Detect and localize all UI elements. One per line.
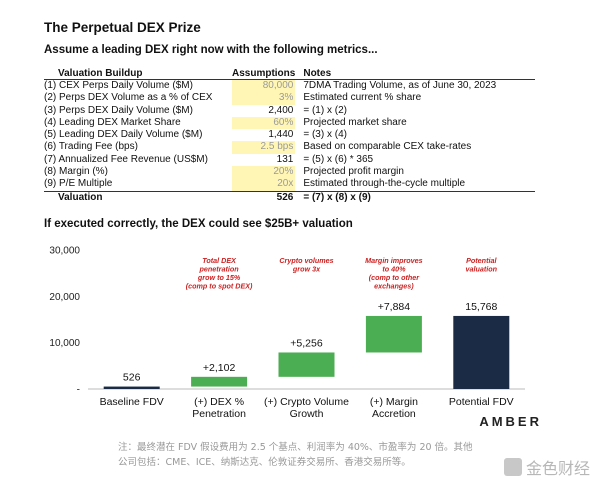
row-label: (2) Perps DEX Volume as a % of CEX	[44, 92, 213, 104]
row-label: (7) Annualized Fee Revenue (US$M)	[44, 153, 208, 165]
column-header-assumptions: Assumptions	[232, 67, 296, 80]
row-note: 7DMA Trading Volume, as of June 30, 2023	[303, 80, 497, 91]
table-row: (1) CEX Perps Daily Volume ($M) 80,000 7DM…	[44, 79, 535, 93]
row-note: Projected market share	[303, 116, 407, 128]
row-note: = (3) x (4)	[303, 129, 347, 141]
bar-increase	[365, 315, 422, 353]
x-tick-label: Baseline FDV	[100, 396, 164, 408]
y-tick-label: 30,000	[49, 246, 80, 257]
footnote-line: 公司包括：CME、ICE、纳斯达克、伦敦证券交易所、香港交易所等。	[118, 457, 411, 468]
assumption-value: 1,440	[268, 129, 294, 141]
valuation-table: Valuation Buildup Assumptions Notes (1) …	[44, 67, 536, 204]
table-row: (6) Trading Fee (bps) 2.5 bps Based on com…	[44, 141, 535, 154]
row-note: = (5) x (6) * 365	[303, 153, 374, 165]
table-row: (4) Leading DEX Market Share 60% Projected…	[44, 116, 535, 130]
annotation-text: to 40%	[382, 265, 406, 274]
assumption-input-cell[interactable]: 2.5 bps	[232, 141, 296, 154]
row-note: Estimated through-the-cycle multiple	[303, 178, 466, 190]
footnote: 注：最终潜在 FDV 假设费用为 2.5 个基点、利润率为 40%、市盈率为 2…	[118, 440, 498, 470]
assumption-input-cell[interactable]: 80,000	[232, 79, 296, 93]
total-value: 526	[232, 190, 296, 204]
footnote-line: 注：最终潜在 FDV 假设费用为 2.5 个基点、利润率为 40%、市盈率为 2…	[118, 442, 473, 453]
row-note: Projected profit margin	[303, 166, 404, 178]
table-row: (2) Perps DEX Volume as a % of CEX 3% Esti…	[44, 92, 535, 105]
y-tick-label: 10,000	[49, 338, 80, 349]
watermark: 金色财经	[503, 455, 590, 479]
y-tick-label: -	[77, 385, 80, 396]
y-tick-label: 20,000	[49, 292, 80, 303]
annotation-text: penetration	[199, 265, 240, 274]
x-tick-label: Penetration	[192, 408, 246, 420]
annotation-text: (comp to spot DEX)	[186, 282, 253, 291]
x-tick-label: Growth	[290, 408, 324, 420]
bar-total	[453, 315, 510, 389]
annotation-text: Total DEX	[202, 256, 237, 265]
table-row: (7) Annualized Fee Revenue (US$M) 131 = (5…	[44, 154, 535, 166]
row-label: (3) Perps DEX Daily Volume ($M)	[44, 104, 193, 116]
data-label: 15,768	[465, 301, 497, 313]
coin-logo-icon	[503, 458, 522, 476]
data-label: +7,884	[378, 301, 411, 313]
assumption-input-cell[interactable]: 20%	[232, 166, 296, 179]
row-label: (8) Margin (%)	[44, 166, 108, 178]
column-header-notes: Notes	[295, 67, 536, 80]
annotation-text: Margin improves	[365, 256, 423, 265]
total-label: Valuation	[44, 190, 232, 204]
column-header-valuation: Valuation Buildup	[44, 67, 232, 80]
assumption-input-cell[interactable]: 3%	[232, 92, 296, 105]
assumption-input-cell[interactable]: 60%	[232, 116, 296, 130]
bar-increase	[191, 376, 248, 387]
annotation-text: Potential	[466, 256, 497, 265]
table-row: (9) P/E Multiple 20x Estimated through-the…	[44, 178, 535, 192]
annotation-text: grow 3x	[292, 265, 321, 274]
table-row: (5) Leading DEX Daily Volume ($M) 1,440 = …	[44, 129, 535, 141]
table-row: (8) Margin (%) 20% Projected profit margin	[44, 166, 535, 179]
page-subtitle: Assume a leading DEX right now with the …	[44, 44, 378, 56]
x-tick-label: (+) Margin	[370, 396, 418, 408]
x-tick-label: Accretion	[372, 408, 416, 420]
row-label: (1) CEX Perps Daily Volume ($M)	[44, 80, 193, 91]
annotation-text: grow to 15%	[197, 273, 241, 282]
table-row: (3) Perps DEX Daily Volume ($M) 2,400 = (1…	[44, 105, 535, 117]
total-row: Valuation 526 = (7) x (8) x (9)	[44, 190, 536, 204]
data-label: +2,102	[203, 362, 236, 374]
assumption-input-cell[interactable]: 20x	[232, 178, 296, 192]
page-title: The Perpetual DEX Prize	[44, 20, 201, 35]
chart-heading: If executed correctly, the DEX could see…	[44, 218, 353, 230]
bar-total	[103, 386, 160, 389]
row-label: (4) Leading DEX Market Share	[44, 116, 181, 128]
data-label: +5,256	[290, 337, 323, 349]
row-label: (6) Trading Fee (bps)	[44, 141, 138, 153]
watermark-text: 金色财经	[525, 459, 590, 478]
data-label: 526	[123, 372, 141, 384]
x-tick-label: (+) Crypto Volume	[264, 396, 349, 408]
row-note: Estimated current % share	[303, 92, 422, 104]
x-tick-label: Potential FDV	[449, 396, 514, 408]
assumption-value: 131	[276, 153, 294, 165]
total-note: = (7) x (8) x (9)	[295, 190, 536, 204]
row-note: Based on comparable CEX take-rates	[303, 141, 472, 153]
annotation-text: (comp to other	[369, 273, 421, 282]
assumption-value: 2,400	[268, 104, 294, 116]
row-label: (5) Leading DEX Daily Volume ($M)	[44, 129, 203, 141]
bar-increase	[278, 352, 335, 377]
amber-logo: AMBER	[479, 414, 542, 429]
annotation-text: Crypto volumes	[279, 256, 333, 265]
annotation-text: exchanges)	[374, 282, 414, 291]
row-note: = (1) x (2)	[303, 104, 347, 116]
annotation-text: valuation	[466, 265, 498, 274]
row-label: (9) P/E Multiple	[44, 178, 113, 190]
x-tick-label: (+) DEX %	[194, 396, 244, 408]
